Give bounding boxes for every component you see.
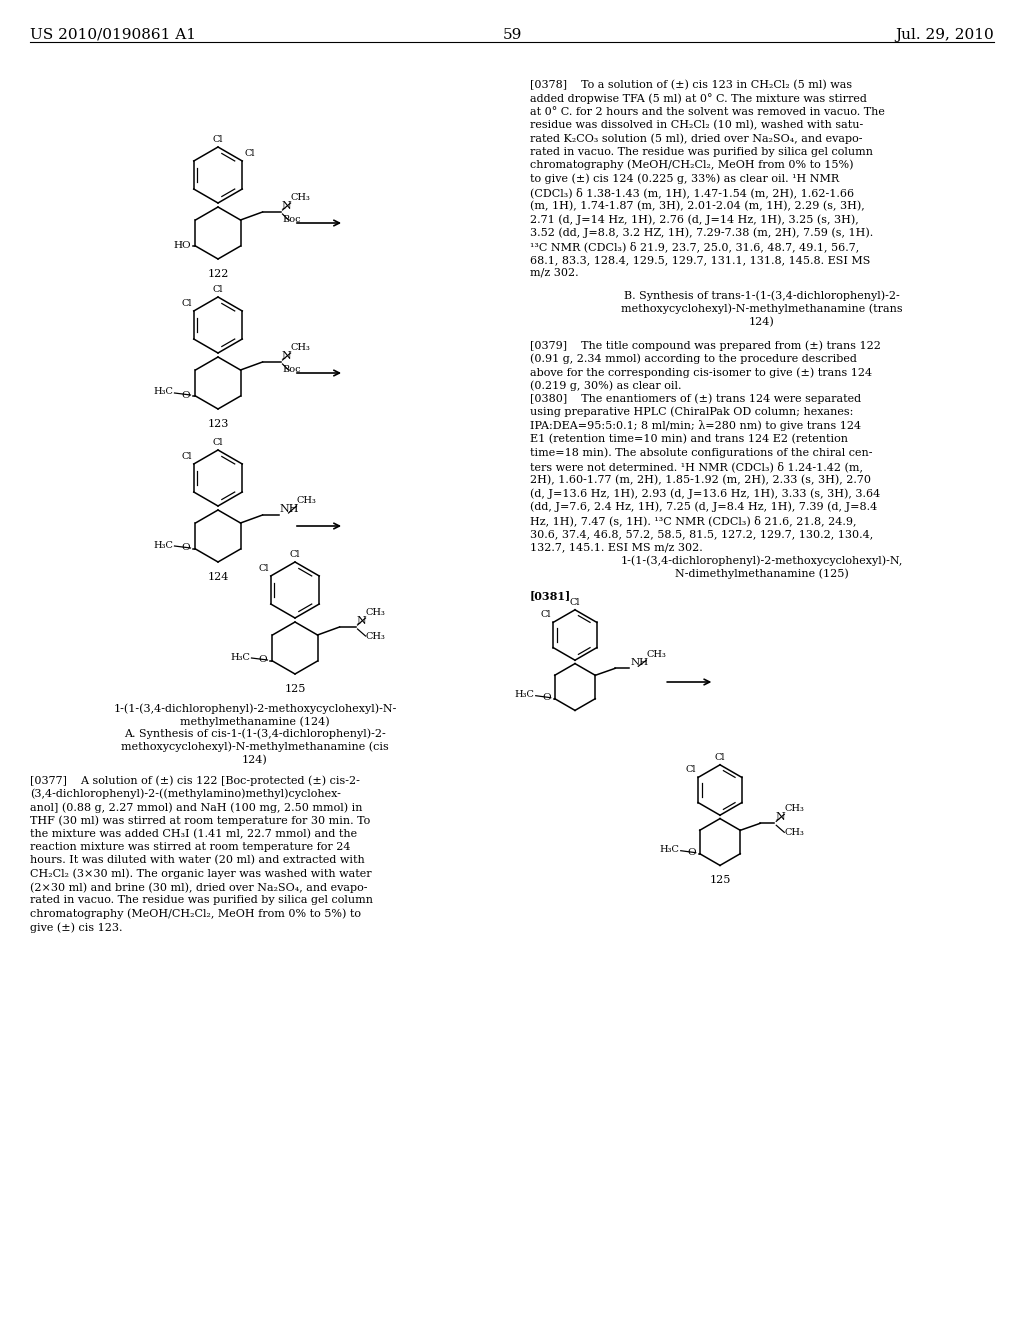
Text: CH₃: CH₃ bbox=[784, 804, 804, 813]
Text: Cl: Cl bbox=[213, 438, 223, 447]
Text: 125: 125 bbox=[285, 684, 306, 694]
Text: H₃C: H₃C bbox=[154, 388, 173, 396]
Text: CH₃: CH₃ bbox=[291, 193, 310, 202]
Text: B. Synthesis of trans-1-(1-(3,4-dichlorophenyl)-2-
methoxycyclohexyl)-N-methylme: B. Synthesis of trans-1-(1-(3,4-dichloro… bbox=[622, 290, 903, 327]
Text: [0378]    To a solution of (±) cis 123 in CH₂Cl₂ (5 ml) was
added dropwise TFA (: [0378] To a solution of (±) cis 123 in C… bbox=[530, 81, 885, 277]
Text: Cl: Cl bbox=[181, 300, 191, 308]
Text: H₃C: H₃C bbox=[230, 652, 251, 661]
Text: Cl: Cl bbox=[715, 752, 725, 762]
Text: O: O bbox=[182, 544, 190, 553]
Text: N: N bbox=[775, 812, 785, 822]
Text: [0381]: [0381] bbox=[530, 590, 571, 601]
Text: O: O bbox=[182, 391, 190, 400]
Text: 125: 125 bbox=[710, 875, 731, 886]
Text: NH: NH bbox=[280, 504, 299, 513]
Text: [0379]    The title compound was prepared from (±) trans 122
(0.91 g, 2.34 mmol): [0379] The title compound was prepared f… bbox=[530, 341, 881, 391]
Text: O: O bbox=[687, 849, 695, 857]
Text: HO: HO bbox=[174, 242, 191, 251]
Text: H₃C: H₃C bbox=[659, 845, 680, 854]
Text: O: O bbox=[542, 693, 551, 702]
Text: Cl: Cl bbox=[686, 766, 696, 775]
Text: A. Synthesis of cis-1-(1-(3,4-dichlorophenyl)-2-
methoxycyclohexyl)-N-methylmeth: A. Synthesis of cis-1-(1-(3,4-dichloroph… bbox=[121, 729, 389, 766]
Text: 123: 123 bbox=[207, 418, 228, 429]
Text: Boc: Boc bbox=[283, 215, 301, 224]
Text: Boc: Boc bbox=[283, 366, 301, 374]
Text: N: N bbox=[282, 351, 291, 360]
Text: 124: 124 bbox=[207, 572, 228, 582]
Text: CH₃: CH₃ bbox=[297, 496, 316, 506]
Text: [0380]    The enantiomers of (±) trans 124 were separated
using preparative HPLC: [0380] The enantiomers of (±) trans 124 … bbox=[530, 393, 881, 552]
Text: NH: NH bbox=[630, 659, 648, 668]
Text: Cl: Cl bbox=[213, 285, 223, 294]
Text: 122: 122 bbox=[207, 269, 228, 279]
Text: US 2010/0190861 A1: US 2010/0190861 A1 bbox=[30, 28, 196, 42]
Text: Cl: Cl bbox=[258, 564, 268, 573]
Text: Cl: Cl bbox=[181, 451, 191, 461]
Text: 1-(1-(3,4-dichlorophenyl)-2-methoxycyclohexyl)-N,
N-dimethylmethanamine (125): 1-(1-(3,4-dichlorophenyl)-2-methoxycyclo… bbox=[621, 554, 903, 579]
Text: CH₃: CH₃ bbox=[366, 632, 385, 642]
Text: Cl: Cl bbox=[569, 598, 581, 607]
Text: Cl: Cl bbox=[290, 550, 300, 558]
Text: 1-(1-(3,4-dichlorophenyl)-2-methoxycyclohexyl)-N-
methylmethanamine (124): 1-(1-(3,4-dichlorophenyl)-2-methoxycyclo… bbox=[114, 704, 396, 727]
Text: CH₃: CH₃ bbox=[291, 343, 310, 352]
Text: N: N bbox=[282, 201, 291, 211]
Text: Cl: Cl bbox=[213, 135, 223, 144]
Text: 59: 59 bbox=[503, 28, 521, 42]
Text: H₃C: H₃C bbox=[154, 540, 173, 549]
Text: Cl: Cl bbox=[541, 610, 551, 619]
Text: Jul. 29, 2010: Jul. 29, 2010 bbox=[895, 28, 994, 42]
Text: O: O bbox=[259, 656, 267, 664]
Text: N: N bbox=[356, 616, 367, 626]
Text: CH₃: CH₃ bbox=[366, 609, 385, 616]
Text: CH₃: CH₃ bbox=[784, 829, 804, 837]
Text: [0377]    A solution of (±) cis 122 [Boc-protected (±) cis-2-
(3,4-dichloropheny: [0377] A solution of (±) cis 122 [Boc-pr… bbox=[30, 775, 373, 932]
Text: CH₃: CH₃ bbox=[646, 651, 667, 659]
Text: H₃C: H₃C bbox=[515, 690, 535, 700]
Text: Cl: Cl bbox=[245, 149, 255, 158]
